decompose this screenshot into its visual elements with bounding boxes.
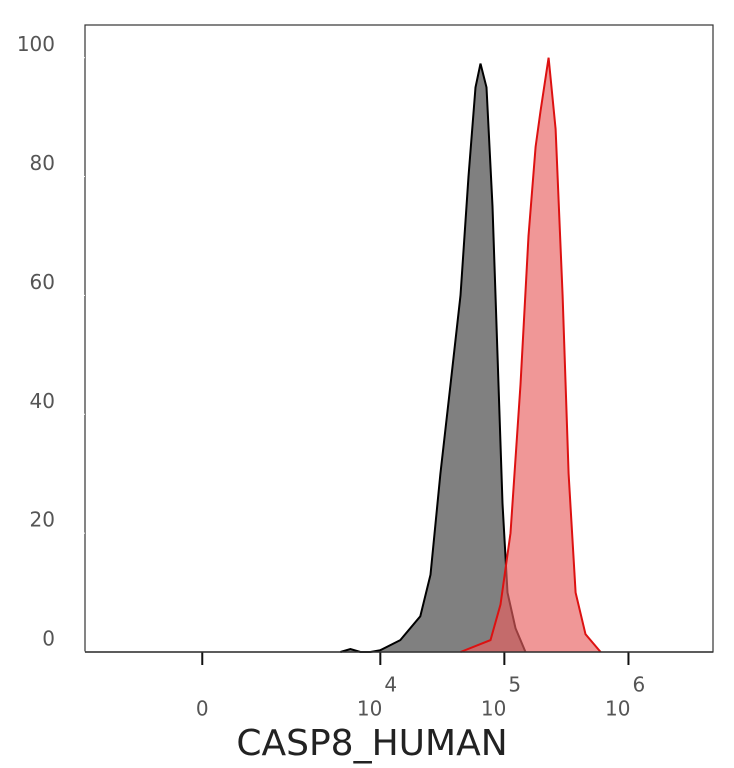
- plot-frame: [84, 24, 714, 653]
- histogram-area: [340, 63, 526, 653]
- x-tick-exponent: 5: [508, 673, 521, 697]
- x-tick-label: 10: [481, 697, 506, 721]
- x-tick-label: 10: [357, 697, 382, 721]
- x-tick-exponent: 4: [384, 673, 397, 697]
- y-tick-label: 60: [30, 270, 55, 294]
- histogram-line: [460, 57, 602, 653]
- y-tick-label: 100: [17, 32, 55, 56]
- y-tick-label: 40: [30, 389, 55, 413]
- x-tick-label: 10: [605, 697, 630, 721]
- y-tick-label: 80: [30, 151, 55, 175]
- x-tick-label: 0: [196, 697, 209, 721]
- y-tick-label: 0: [42, 627, 55, 651]
- histogram-area: [460, 57, 601, 652]
- x-tick-exponent: 6: [632, 673, 645, 697]
- x-axis-label: CASP8_HUMAN: [236, 723, 507, 764]
- y-tick-label: 20: [30, 508, 55, 532]
